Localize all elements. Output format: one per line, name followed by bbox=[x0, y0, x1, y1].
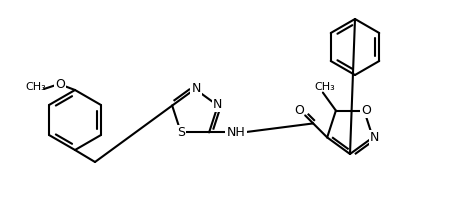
Text: O: O bbox=[294, 104, 304, 117]
Text: N: N bbox=[191, 82, 201, 95]
Text: O: O bbox=[55, 78, 65, 91]
Text: S: S bbox=[177, 126, 185, 139]
Text: NH: NH bbox=[227, 126, 246, 139]
Text: CH₃: CH₃ bbox=[26, 82, 46, 92]
Text: O: O bbox=[55, 78, 65, 91]
Text: O: O bbox=[361, 104, 371, 117]
Text: N: N bbox=[213, 98, 223, 111]
Text: CH₃: CH₃ bbox=[314, 82, 335, 91]
Text: N: N bbox=[370, 131, 379, 144]
